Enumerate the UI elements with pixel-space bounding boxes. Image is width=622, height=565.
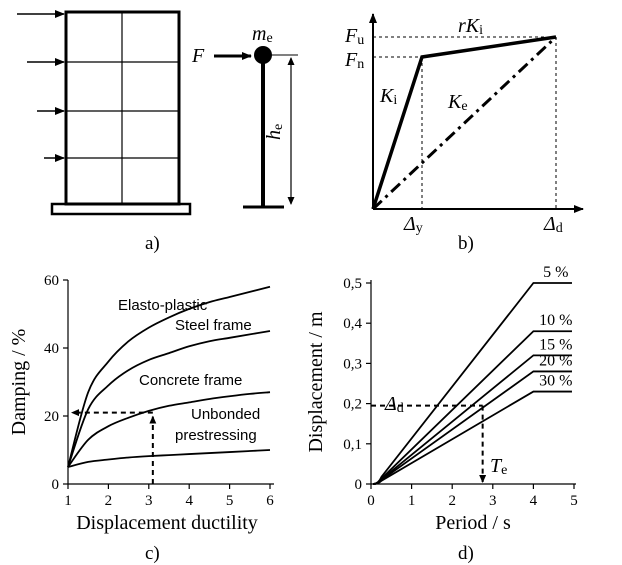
series-c [67,285,271,468]
x-tick-label: 5 [570,493,578,509]
y-tick-label: 40 [44,341,59,357]
frame-building [50,10,192,216]
series-label-elasto-plastic: Elasto-plastic [118,297,208,314]
dd-label: Δd [543,213,563,236]
force-label: F [191,45,205,67]
x-tick-label: 1 [408,493,416,509]
x-tick-label: 0 [367,493,375,509]
axes-c [67,280,274,485]
series-label-unbonded: Unbonded [191,406,260,423]
panel-d: 0 1 2 3 4 5 0 0,1 0,2 0,3 0,4 0,5 5 % 10 % 15 %20 % 30… [305,264,578,564]
caption-a: a) [145,233,160,254]
rki-label: rKi [458,15,483,38]
x-tick-label: 1 [64,493,72,509]
guide-lines-b [373,36,557,209]
x-tick-label: 3 [145,493,153,509]
ke-label: Ke [447,91,468,114]
spectrum-label-15: 15 % [539,336,572,353]
lateral-load-arrows [17,10,65,162]
series-label-prestressing: prestressing [175,427,257,444]
series-label-steel-frame: Steel frame [175,317,252,334]
fu-label: Fu [344,25,364,48]
spectrum-label-20: 20 % [539,352,572,369]
series-labels-c: Elasto-plastic Steel frame Concrete fram… [118,297,260,444]
y-tick-label: 0 [52,477,60,493]
x-tick-label: 4 [530,493,538,509]
x-tick-label: 5 [226,493,234,509]
y-tick-label: 0,5 [343,276,362,292]
x-axis-label-d: Period / s [435,512,511,534]
x-tick-label: 4 [185,493,193,509]
spectrum-label-10: 10 % [539,312,572,329]
spectrum-label-5: 5 % [543,264,568,281]
x-tick-label: 2 [448,493,456,509]
y-axis-label-c: Damping / % [8,329,30,436]
series-line-concrete-frame [67,391,271,468]
x-tick-label: 6 [266,493,274,509]
y-tick-label: 0,4 [343,316,362,332]
ki-label: Ki [379,85,397,108]
spectrum-line-30 [373,390,572,485]
series-line-elasto-plastic [67,285,271,468]
ticks-d: 0 1 2 3 4 5 0 0,1 0,2 0,3 0,4 0,5 [343,276,578,509]
y-tick-label: 0,2 [343,397,362,413]
caption-b: b) [458,233,474,254]
y-axis-label-d: Displacement / m [305,311,327,453]
height-label: he [263,124,286,140]
sdof-model [214,46,298,209]
x-axis-label-c: Displacement ductility [76,512,258,534]
spectrum-label-30: 30 % [539,373,572,390]
y-tick-label: 60 [44,273,59,289]
caption-c: c) [145,543,160,564]
y-tick-label: 0,1 [343,437,362,453]
y-tick-label: 0 [355,477,363,493]
x-tick-label: 3 [489,493,497,509]
axes-d [370,280,576,485]
series-label-concrete-frame: Concrete frame [139,372,242,389]
panel-b: Fu Fn rKi Ki Ke Δy Δd b) [344,13,584,254]
secant-stiffness-line [371,35,558,211]
y-tick-label: 20 [44,409,59,425]
panel-a: F me he a) [17,10,298,254]
series-d: 5 % 10 % 15 %20 % 30 % [372,264,572,485]
guide-c [71,409,157,484]
y-tick-label: 0,3 [343,356,362,372]
te-label: Te [490,455,507,478]
mass-label: me [252,23,273,46]
series-line-unbonded-prestressing [67,449,271,468]
delta-d-label: Δd [384,393,404,416]
fn-label: Fn [344,49,364,72]
lumped-mass [254,46,272,64]
dy-label: Δy [403,213,423,236]
axes-b [369,13,584,213]
guide-d [371,404,487,483]
x-tick-label: 2 [105,493,113,509]
series-line-steel-frame [67,330,271,468]
caption-d: d) [458,543,474,564]
